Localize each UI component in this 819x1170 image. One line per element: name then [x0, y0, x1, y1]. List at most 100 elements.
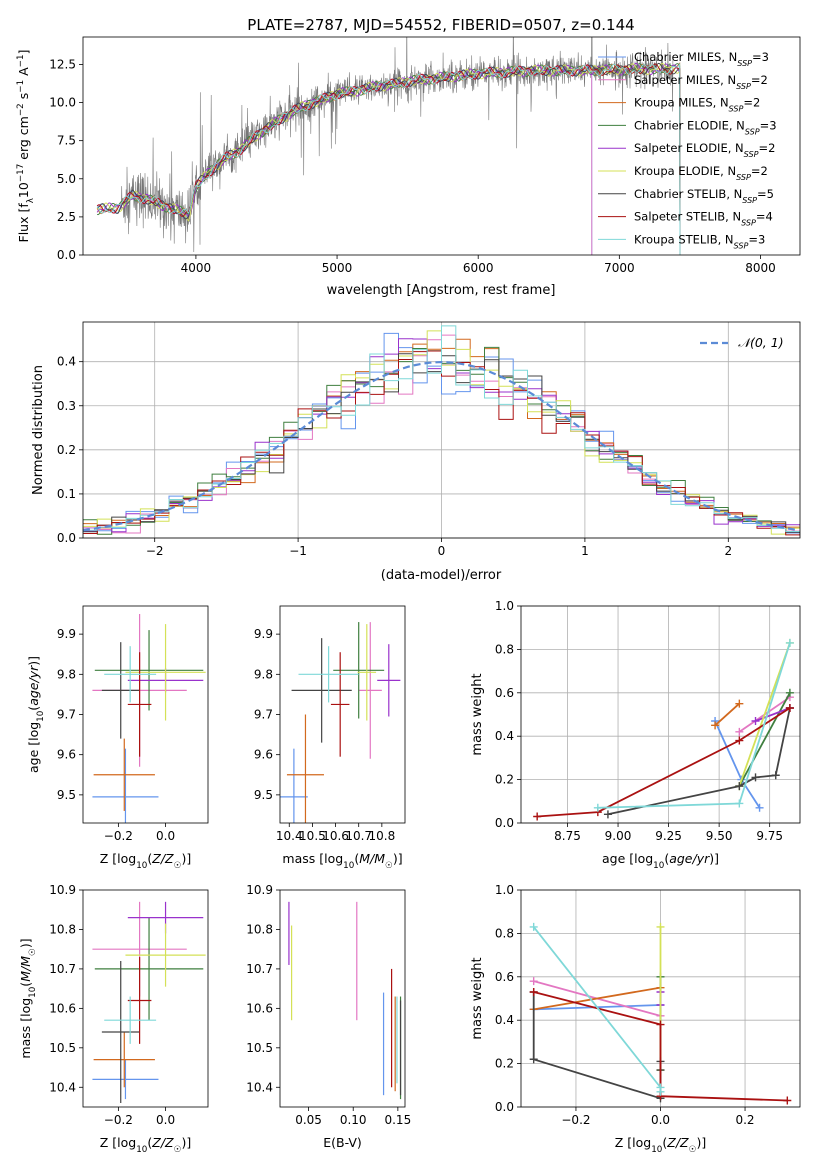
- y-tick-label: 0.1: [57, 487, 76, 501]
- y-tick-label: 0.3: [57, 399, 76, 413]
- x-tick-label: 10.5: [299, 829, 326, 843]
- y-tick-label: 0.2: [57, 443, 76, 457]
- y-axis-label: Normed distribution: [31, 365, 46, 495]
- y-axis-label: mass weight: [470, 673, 485, 755]
- x-tick-label: 0.0: [156, 1113, 175, 1127]
- y-tick-label: 9.5: [254, 788, 273, 802]
- plot-area: [288, 901, 402, 1100]
- plot-area: [92, 901, 206, 1104]
- plot-area: [529, 922, 792, 1105]
- weight-marker-kroupa-stelib: [735, 799, 744, 808]
- y-tick-label: 1.0: [495, 599, 514, 613]
- y-tick-label: 0.8: [495, 926, 514, 940]
- y-tick-label: 9.6: [57, 748, 76, 762]
- residual-histogram-plot: −2 −1 0 1 2 0.0 0.1 0.2 0.3 0.4 𝒩(0, 1) (data-model…: [31, 321, 801, 583]
- legend-label-chabrier-stelib: Chabrier STELIB, NSSP=5: [634, 187, 774, 205]
- x-axis-label: Z [log10(Z/Z☉)]: [100, 851, 191, 871]
- weight-marker-kroupa-miles: [735, 699, 744, 708]
- y-tick-label: 10.4: [246, 1080, 273, 1094]
- axes-frame: [279, 889, 406, 1108]
- x-tick-label: 0.0: [156, 829, 175, 843]
- x-tick-label: 0.2: [735, 1113, 754, 1127]
- legend-label-kroupa-elodie: Kroupa ELODIE, NSSP=2: [634, 164, 768, 182]
- y-tick-label: 10.8: [246, 922, 273, 936]
- weight-marker-chabrier-stelib: [751, 773, 760, 782]
- x-tick-label: 10.8: [368, 829, 395, 843]
- x-tick-label: 9.00: [605, 829, 632, 843]
- normal-distribution-curve: [83, 360, 798, 532]
- legend-label-salpeter-elodie: Salpeter ELODIE, NSSP=2: [634, 141, 775, 159]
- x-tick-label: −0.2: [561, 1113, 590, 1127]
- y-tick-label: 7.5: [57, 134, 76, 148]
- observed-spectrum-line: [120, 37, 674, 253]
- y-tick-label: 9.7: [57, 708, 76, 722]
- x-tick-label: 7000: [604, 261, 635, 275]
- axes-frame: [82, 605, 209, 824]
- weight-marker-chabrier-stelib: [603, 810, 612, 819]
- age-vs-metallicity-plot: −0.2 0.0 9.5 9.6 9.7 9.8 9.9 Z [log10(Z/Z☉)] age…: [26, 605, 209, 871]
- legend-label-kroupa-stelib: Kroupa STELIB, NSSP=3: [634, 232, 765, 250]
- x-tick-label: 10.6: [322, 829, 349, 843]
- y-tick-label: 0.4: [495, 1013, 514, 1027]
- weight-marker-salpeter-miles: [529, 977, 538, 986]
- plot-area: [533, 638, 794, 821]
- y-tick-label: 0.0: [495, 1100, 514, 1114]
- x-tick-label: 4000: [181, 261, 212, 275]
- x-tick-label: 10.4: [276, 829, 303, 843]
- weight-marker-salpeter-stelib: [529, 987, 538, 996]
- model-spectrum-line-salpeter-elodie: [96, 62, 681, 255]
- y-tick-label: 10.4: [49, 1080, 76, 1094]
- x-axis-label: Z [log10(Z/Z☉)]: [100, 1135, 191, 1155]
- x-tick-label: −1: [289, 544, 307, 558]
- legend-label-salpeter-miles: Salpeter MILES, NSSP=2: [634, 73, 768, 91]
- axes-frame: [520, 605, 801, 824]
- x-axis-label: Z [log10(Z/Z☉)]: [615, 1135, 706, 1155]
- figure-title: PLATE=2787, MJD=54552, FIBERID=0507, z=0…: [247, 16, 634, 34]
- x-tick-label: 5000: [322, 261, 353, 275]
- axes-frame: [82, 889, 209, 1108]
- y-tick-label: 10.6: [49, 1001, 76, 1015]
- y-axis-label: Flux [fλ10−17 erg cm−2 s−1 A−1]: [16, 50, 36, 243]
- x-tick-label: 9.25: [655, 829, 682, 843]
- x-tick-label: 10.7: [345, 829, 372, 843]
- y-tick-label: 0.8: [495, 642, 514, 656]
- y-tick-label: 10.5: [246, 1041, 273, 1055]
- y-tick-label: 0.2: [495, 773, 514, 787]
- legend-label-kroupa-miles: Kroupa MILES, NSSP=2: [634, 96, 760, 114]
- x-axis-label: wavelength [Angstrom, rest frame]: [327, 283, 556, 298]
- y-axis-label: mass [log10(M/M☉)]: [18, 938, 38, 1058]
- axes-frame: [279, 605, 406, 824]
- y-tick-label: 10.9: [246, 883, 273, 897]
- weight-marker-chabrier-miles: [755, 803, 764, 812]
- y-tick-label: 9.8: [254, 667, 273, 681]
- weight-marker-kroupa-stelib: [529, 922, 538, 931]
- y-tick-label: 0.0: [495, 816, 514, 830]
- model-spectrum-line-kroupa-stelib: [96, 62, 681, 255]
- legend-label-chabrier-miles: Chabrier MILES, NSSP=3: [634, 50, 769, 68]
- y-axis-label: age [log10(age/yr)]: [26, 656, 46, 773]
- y-tick-label: 9.6: [254, 748, 273, 762]
- y-tick-label: 10.7: [246, 962, 273, 976]
- axes-frame: [82, 36, 801, 256]
- plot-area: [280, 622, 401, 823]
- y-tick-label: 0.6: [495, 686, 514, 700]
- y-tick-label: 12.5: [49, 57, 76, 71]
- y-tick-label: 1.0: [495, 883, 514, 897]
- y-tick-label: 9.9: [57, 627, 76, 641]
- axes-frame: [82, 321, 801, 539]
- weight-marker-kroupa-elodie: [656, 922, 665, 931]
- histogram-kroupa-stelib: [83, 325, 800, 537]
- x-tick-label: 0: [438, 544, 446, 558]
- weight-marker-salpeter-stelib: [735, 736, 744, 745]
- weight-marker-salpeter-stelib: [783, 1096, 792, 1105]
- mass-vs-ebv-plot: 0.05 0.10 0.15 10.4 10.5 10.6 10.7 10.8 10.9 E(B-…: [246, 883, 411, 1150]
- y-tick-label: 0.6: [495, 970, 514, 984]
- weight-marker-salpeter-stelib: [785, 703, 794, 712]
- weight-marker-chabrier-stelib: [735, 782, 744, 791]
- legend-label-normal: 𝒩(0, 1): [738, 335, 784, 350]
- y-tick-label: 0.0: [57, 248, 76, 262]
- x-tick-label: 0.05: [295, 1113, 322, 1127]
- weight-marker-kroupa-stelib: [785, 638, 794, 647]
- weight-line-salpeter-elodie: [755, 707, 791, 722]
